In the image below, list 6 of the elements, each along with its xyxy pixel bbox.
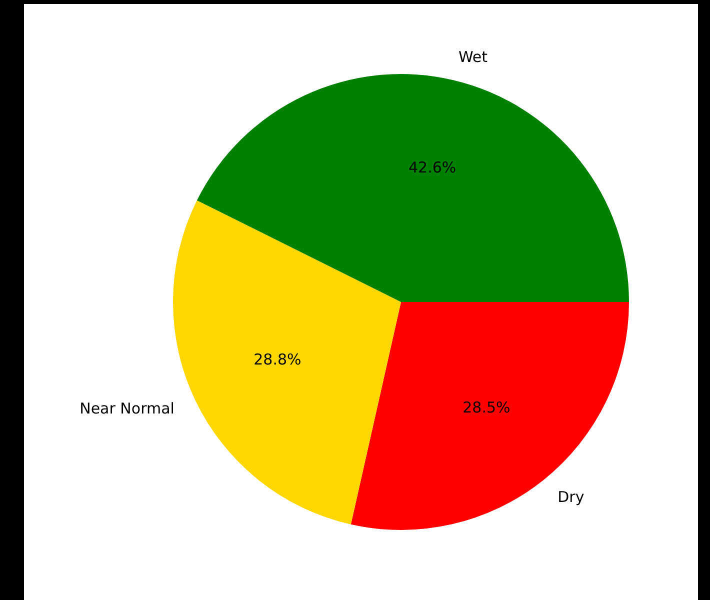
data-label: 28.8% (254, 350, 302, 369)
data-label: 28.5% (462, 398, 510, 417)
slice-label: Near Normal (80, 399, 174, 418)
slice-label: Wet (458, 48, 488, 66)
slice-label: Dry (558, 488, 584, 506)
data-label: 42.6% (408, 158, 456, 177)
